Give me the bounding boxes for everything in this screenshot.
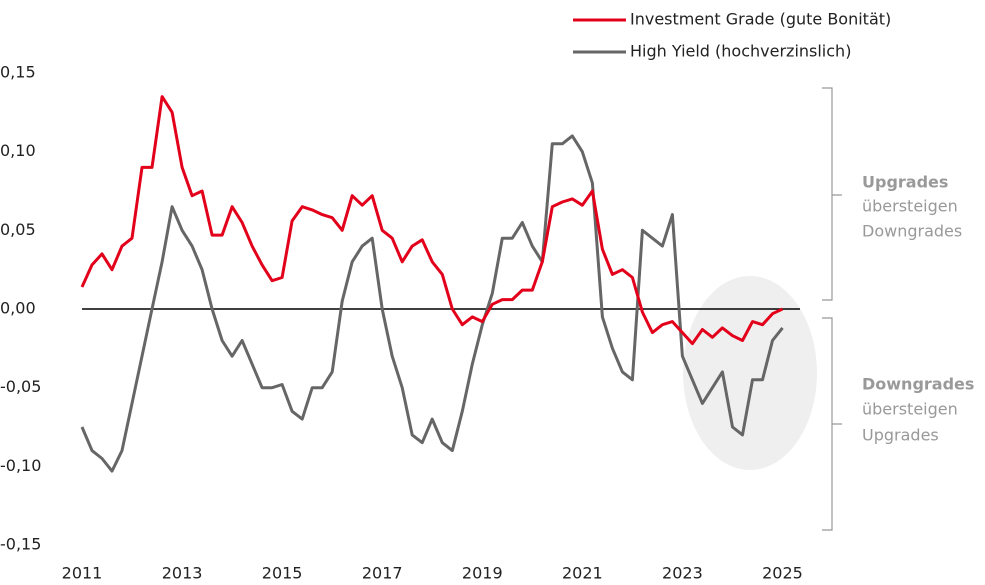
annotation: übersteigen [862, 197, 958, 216]
data-line [80, 134, 784, 473]
x-tick-label: 2021 [562, 564, 603, 583]
downgrade-bracket [822, 317, 842, 531]
x-tick-label: 2013 [162, 564, 203, 583]
y-tick-label: 0,15 [0, 63, 36, 82]
y-tick-label: 0,00 [0, 299, 36, 318]
y-tick-label: -0,05 [0, 377, 41, 396]
x-tick-label: 2025 [762, 564, 803, 583]
highlight-ellipse [683, 276, 817, 470]
y-tick-label: 0,10 [0, 141, 36, 160]
legend-label: Investment Grade (gute Bonität) [630, 10, 891, 29]
upgrade-bracket [822, 87, 842, 301]
y-tick-label: 0,05 [0, 220, 36, 239]
x-tick-label: 2011 [62, 564, 103, 583]
annotation: Downgrades [862, 222, 962, 241]
annotation: übersteigen [862, 400, 958, 419]
x-tick-label: 2017 [362, 564, 403, 583]
x-tick-label: 2019 [462, 564, 503, 583]
annotation: Downgrades [862, 375, 974, 394]
data-line [80, 95, 784, 346]
x-tick-label: 2015 [262, 564, 303, 583]
y-tick-label: -0,15 [0, 535, 41, 554]
x-tick-label: 2023 [662, 564, 703, 583]
annotation: Upgrades [862, 426, 939, 445]
annotation: Upgrades [862, 173, 948, 192]
y-tick-label: -0,10 [0, 456, 41, 475]
legend-label: High Yield (hochverzinslich) [630, 42, 851, 61]
